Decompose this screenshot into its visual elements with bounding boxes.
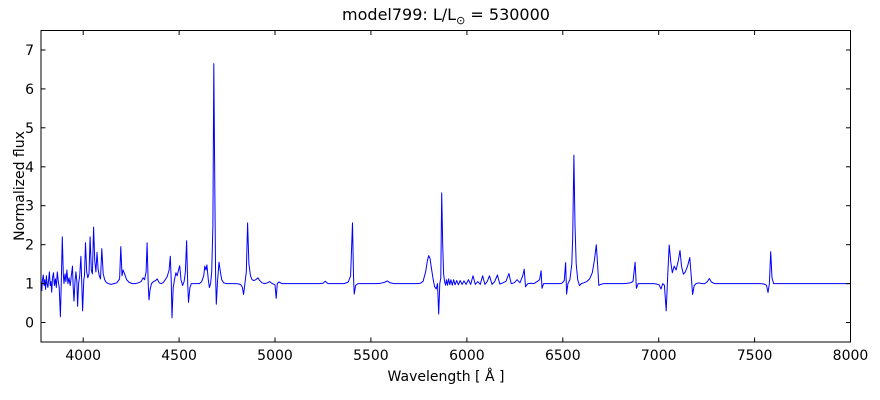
spectrum-line — [40, 63, 851, 319]
y-tick-label: 4 — [25, 160, 34, 176]
x-tick-label: 5500 — [353, 348, 389, 364]
x-tick-label: 4000 — [65, 348, 101, 364]
x-tick-label: 6500 — [545, 348, 581, 364]
x-axis-label: Wavelength [ Å ] — [387, 369, 505, 385]
y-tick-label: 2 — [25, 238, 34, 254]
x-tick-label: 6000 — [449, 348, 485, 364]
y-tick-label: 0 — [25, 316, 34, 332]
y-tick-label: 3 — [25, 199, 34, 215]
x-tick-label: 7500 — [737, 348, 773, 364]
plot-frame — [40, 30, 851, 343]
x-tick-label: 8000 — [833, 348, 869, 364]
y-tick-label: 6 — [25, 82, 34, 98]
x-tick-label: 4500 — [161, 348, 197, 364]
chart-title-prefix: model799: L/L — [342, 5, 457, 24]
y-axis-label-text: Normalized flux — [12, 131, 28, 241]
y-tick-label: 5 — [25, 121, 34, 137]
y-tick-label: 7 — [25, 43, 34, 59]
chart-title: model799: L/L⊙ = 530000 — [41, 5, 851, 27]
x-tick-label: 7000 — [641, 348, 677, 364]
x-tick-label: 5000 — [257, 348, 293, 364]
y-tick-label: 1 — [25, 277, 34, 293]
chart-title-suffix: = 530000 — [465, 5, 550, 24]
sun-symbol: ⊙ — [456, 14, 466, 27]
